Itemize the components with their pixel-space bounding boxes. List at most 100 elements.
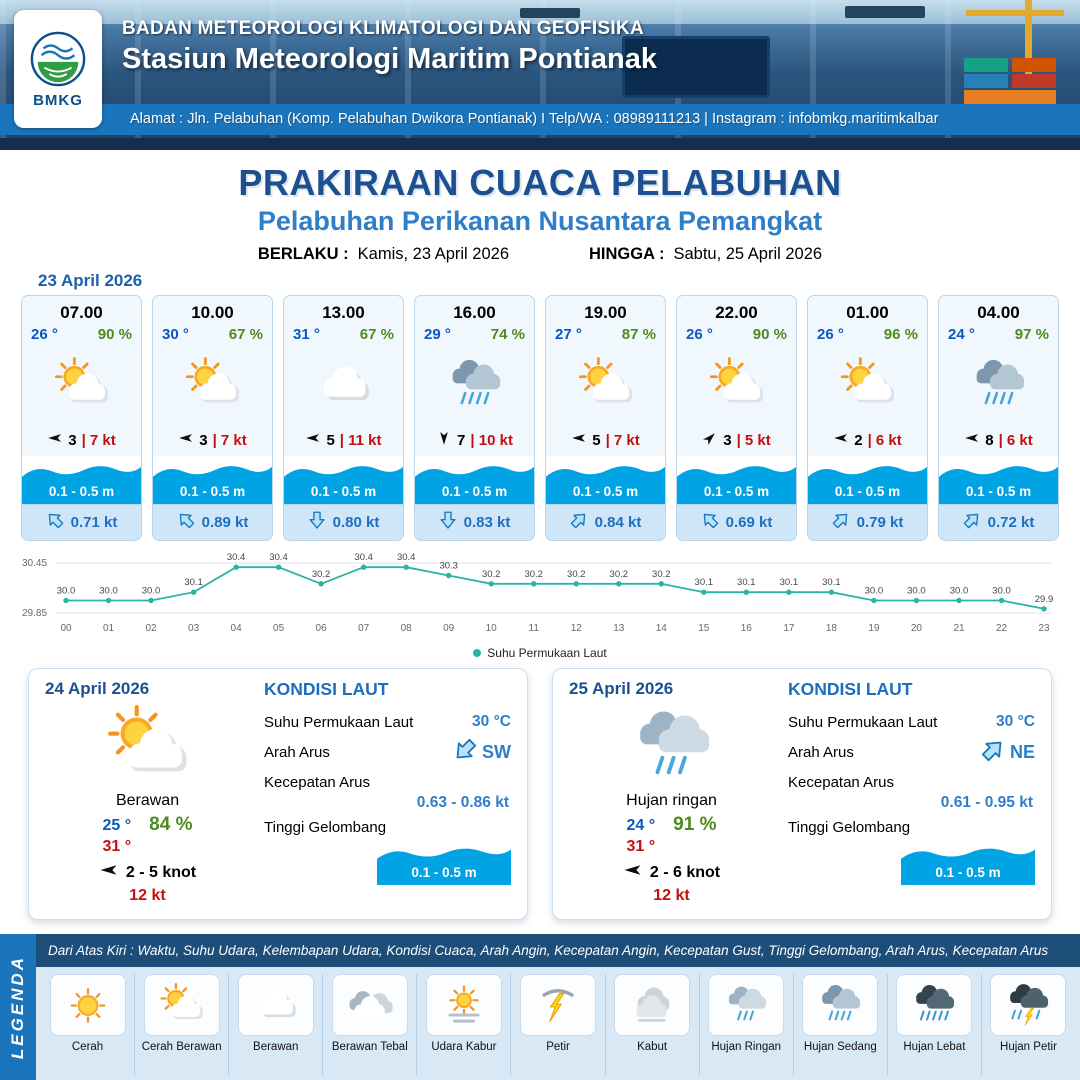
svg-text:29.85: 29.85 (22, 608, 47, 619)
svg-text:30.2: 30.2 (610, 569, 629, 580)
svg-text:04: 04 (231, 623, 243, 634)
daily-weather-icon (96, 701, 200, 791)
current-row: 0.89 kt (153, 504, 272, 540)
legend-item: Hujan Petir (982, 974, 1075, 1076)
current-direction-icon (308, 511, 326, 534)
humidity: 84 % (149, 814, 193, 835)
wave-height-chip: 0.1 - 0.5 m (376, 839, 511, 885)
temperature: 26 ° (31, 326, 58, 343)
wind-row: 3 | 5 kt (677, 428, 796, 452)
temp-humidity-row: 24 ° 97 % (939, 323, 1058, 343)
current-speed: 0.72 kt (987, 514, 1035, 531)
wind-speed: 8 (985, 431, 994, 449)
sea-title: KONDISI LAUT (264, 679, 389, 699)
wave-height: 0.1 - 0.5 m (808, 456, 927, 504)
temp-humidity-row: 26 ° 96 % (808, 323, 927, 343)
wave-icon (677, 466, 796, 504)
current-row: 0.80 kt (284, 504, 403, 540)
gust: | 6 kt (867, 431, 902, 449)
svg-text:06: 06 (316, 623, 328, 634)
legend-item: Berawan (229, 974, 324, 1076)
legend-item-label: Hujan Ringan (711, 1041, 782, 1053)
cerah-berawan-icon (22, 343, 141, 428)
container-stack (1012, 74, 1056, 88)
current-speed-value: 0.63 - 0.86 kt (416, 794, 509, 811)
legend-item-label: Cerah (71, 1041, 104, 1053)
current-direction-icon (453, 738, 477, 767)
wave-height-value: 0.1 - 0.5 m (703, 484, 770, 499)
legend-item-label: Udara Kabur (431, 1041, 497, 1053)
svg-text:15: 15 (698, 623, 710, 634)
svg-text:30.45: 30.45 (22, 558, 47, 569)
wind-direction-icon (571, 430, 587, 451)
hourly-card: 16.00 29 ° 74 % 7 | 10 kt 0.1 - 0.5 m 0.83 kt (414, 295, 535, 541)
svg-text:30.1: 30.1 (780, 577, 799, 588)
wind-row: 2 | 6 kt (808, 428, 927, 452)
temp-max: 31 ° (102, 838, 132, 855)
wave-height: 0.1 - 0.5 m (22, 456, 141, 504)
sst-value: 30 °C (472, 713, 511, 730)
berawan-tebal-icon (331, 974, 408, 1036)
cerah-berawan-icon (143, 974, 220, 1036)
wave-height-value: 0.1 - 0.5 m (965, 484, 1032, 499)
wave-icon (376, 848, 511, 885)
svg-text:10: 10 (486, 623, 498, 634)
sst-legend-marker (473, 649, 482, 657)
svg-text:30.0: 30.0 (992, 586, 1011, 597)
wind-row: 3 | 7 kt (22, 428, 141, 452)
wave-value: 0.1 - 0.5 m (411, 865, 477, 880)
svg-text:01: 01 (103, 623, 115, 634)
humidity: 74 % (490, 326, 525, 343)
wave-icon (415, 466, 534, 504)
hingga-value: Sabtu, 25 April 2026 (673, 245, 823, 263)
time-label: 13.00 (322, 303, 365, 322)
daily-temps: 25 ° 84 % 31 ° (103, 814, 193, 856)
header-address: Alamat : Jln. Pelabuhan (Komp. Pelabuhan… (0, 104, 1080, 135)
svg-text:14: 14 (656, 623, 668, 634)
svg-text:30.1: 30.1 (184, 577, 203, 588)
legend-item: Hujan Lebat (888, 974, 982, 1076)
svg-text:19: 19 (868, 623, 880, 634)
hujan-ringan-icon (708, 974, 785, 1036)
daily-weather-icon (620, 701, 724, 791)
daily-forecast-card-25: 25 April 2026 Hujan ringan 24 ° 91 % 31 … (552, 668, 1052, 920)
sst-chart: 30.45 29.85 30.0 00 30.0 01 30.0 02 30.1 03 30.4 04… (18, 547, 1062, 660)
hourly-card: 10.00 30 ° 67 % 3 | 7 kt 0.1 - 0.5 m 0.89 kt (152, 295, 273, 541)
svg-text:08: 08 (401, 623, 413, 634)
sea-title: KONDISI LAUT (788, 679, 913, 699)
daily-gust: 12 kt (653, 887, 690, 904)
legend-vertical-label: LEGENDA (8, 954, 27, 1060)
gust: | 7 kt (212, 431, 247, 449)
sst-chart-legend: Suhu Permukaan Laut (18, 646, 1062, 660)
hujan-sedang-icon (415, 343, 534, 428)
wind-direction-icon (305, 430, 321, 451)
humidity: 96 % (883, 326, 918, 343)
current-dir-label: Arah Arus (264, 744, 330, 761)
svg-text:30.0: 30.0 (907, 586, 926, 597)
temp-max: 31 ° (626, 838, 656, 855)
humidity: 67 % (359, 326, 394, 343)
wave-icon (808, 466, 927, 504)
wave-height: 0.1 - 0.5 m (153, 456, 272, 504)
daily-temps: 24 ° 91 % 31 ° (627, 814, 717, 856)
wind-speed: 3 (199, 431, 208, 449)
svg-text:30.1: 30.1 (737, 577, 756, 588)
hourly-card: 13.00 31 ° 67 % 5 | 11 kt 0.1 - 0.5 m 0.80 kt (283, 295, 404, 541)
udara-kabur-icon (425, 974, 502, 1036)
time-label: 07.00 (60, 303, 103, 322)
hourly-card: 22.00 26 ° 90 % 3 | 5 kt 0.1 - 0.5 m 0.69 kt (676, 295, 797, 541)
time-label: 22.00 (715, 303, 758, 322)
svg-text:18: 18 (826, 623, 838, 634)
current-speed: 0.69 kt (725, 514, 773, 531)
legend-item-label: Hujan Sedang (803, 1041, 877, 1053)
svg-text:30.2: 30.2 (567, 569, 586, 580)
svg-text:30.2: 30.2 (312, 569, 331, 580)
temperature: 31 ° (293, 326, 320, 343)
wave-icon (22, 466, 141, 504)
svg-text:13: 13 (613, 623, 625, 634)
svg-text:30.0: 30.0 (99, 586, 118, 597)
gust: | 10 kt (470, 431, 513, 449)
wave-height: 0.1 - 0.5 m (546, 456, 665, 504)
wave-icon (900, 848, 1035, 885)
svg-text:09: 09 (443, 623, 455, 634)
